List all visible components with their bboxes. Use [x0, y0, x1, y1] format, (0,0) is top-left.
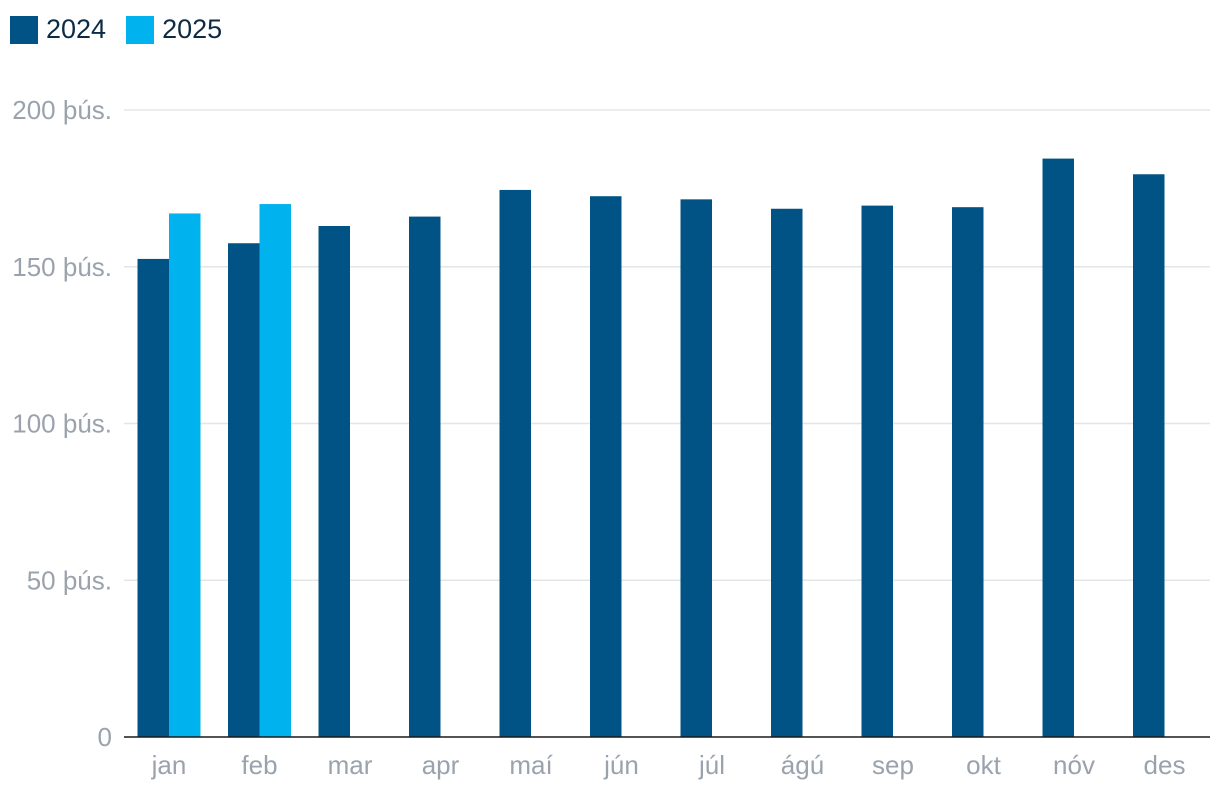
x-axis-ticks: jan feb mar apr maí jún júl ágú sep okt nóv des	[151, 750, 1186, 780]
legend-swatch-2025	[126, 15, 155, 44]
legend-label-2024: 2024	[46, 14, 107, 44]
x-tick-label: júl	[698, 750, 725, 780]
bar-2024-mar[interactable]	[318, 225, 351, 737]
legend-item-2025[interactable]: 2025	[126, 14, 222, 45]
x-tick-label: mar	[328, 750, 373, 780]
x-tick-label: feb	[241, 750, 277, 780]
x-tick-label: okt	[966, 750, 1001, 780]
x-tick-label: jan	[151, 750, 187, 780]
bar-2024-maí[interactable]	[499, 189, 532, 737]
x-tick-label: ágú	[781, 750, 824, 780]
x-tick-label: apr	[422, 750, 460, 780]
legend-label-2025: 2025	[162, 14, 223, 44]
y-axis-ticks: 0 50 þús. 100 þús. 150 þús. 200 þús.	[12, 95, 112, 752]
grid-lines	[124, 109, 1210, 581]
bar-2024-apr[interactable]	[409, 216, 441, 738]
chart-legend: 2024 2025	[10, 14, 222, 45]
bars	[137, 158, 1165, 738]
x-tick-label: sep	[872, 750, 914, 780]
legend-swatch-2024	[10, 15, 38, 44]
x-tick-label: nóv	[1053, 750, 1095, 780]
bar-2024-ágú[interactable]	[771, 208, 803, 737]
x-tick-label: des	[1144, 750, 1186, 780]
y-tick-label: 0	[98, 722, 112, 752]
legend-item-2024[interactable]: 2024	[10, 14, 106, 45]
bar-2024-jan[interactable]	[137, 258, 170, 737]
bar-2024-sep[interactable]	[861, 205, 894, 737]
x-tick-label: maí	[509, 750, 553, 780]
bar-2025-jan[interactable]	[169, 213, 201, 737]
bar-2024-jún[interactable]	[590, 196, 622, 737]
x-tick-label: jún	[603, 750, 639, 780]
bar-2024-feb[interactable]	[228, 243, 260, 738]
bar-2024-okt[interactable]	[952, 207, 984, 737]
bar-2024-júl[interactable]	[680, 199, 713, 737]
y-tick-label: 100 þús.	[12, 409, 112, 439]
bar-2024-nóv[interactable]	[1042, 158, 1075, 737]
y-tick-label: 200 þús.	[12, 95, 112, 125]
y-tick-label: 50 þús.	[27, 565, 112, 595]
bar-2025-feb[interactable]	[259, 204, 292, 738]
y-tick-label: 150 þús.	[12, 252, 112, 282]
bar-2024-des[interactable]	[1133, 174, 1165, 737]
